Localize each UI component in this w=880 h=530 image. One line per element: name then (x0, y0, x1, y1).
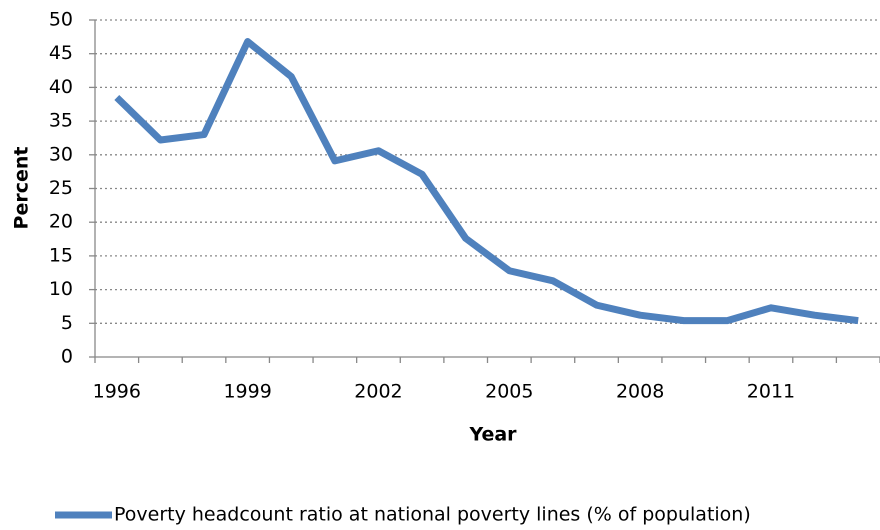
y-tick-label: 50 (49, 9, 73, 31)
y-tick-label: 0 (61, 346, 73, 368)
y-tick-label: 10 (49, 278, 73, 300)
y-tick-label: 5 (61, 312, 73, 334)
y-tick-label: 25 (49, 177, 73, 199)
x-tick-label: 2008 (616, 381, 664, 403)
legend-label: Poverty headcount ratio at national pove… (114, 504, 751, 526)
y-tick-label: 20 (49, 211, 73, 233)
y-axis-label: Percent (11, 147, 33, 230)
x-axis-label: Year (468, 424, 517, 446)
y-tick-label: 15 (49, 244, 73, 266)
x-tick-label: 2005 (485, 381, 533, 403)
x-tick-label: 1996 (93, 381, 141, 403)
y-tick-label: 35 (49, 110, 73, 132)
x-tick-label: 1999 (223, 381, 271, 403)
y-tick-label: 30 (49, 143, 73, 165)
x-tick-label: 2011 (747, 381, 795, 403)
y-tick-label: 40 (49, 76, 73, 98)
x-tick-label: 2002 (354, 381, 402, 403)
data-line (114, 38, 859, 325)
y-tick-label: 45 (49, 42, 73, 64)
